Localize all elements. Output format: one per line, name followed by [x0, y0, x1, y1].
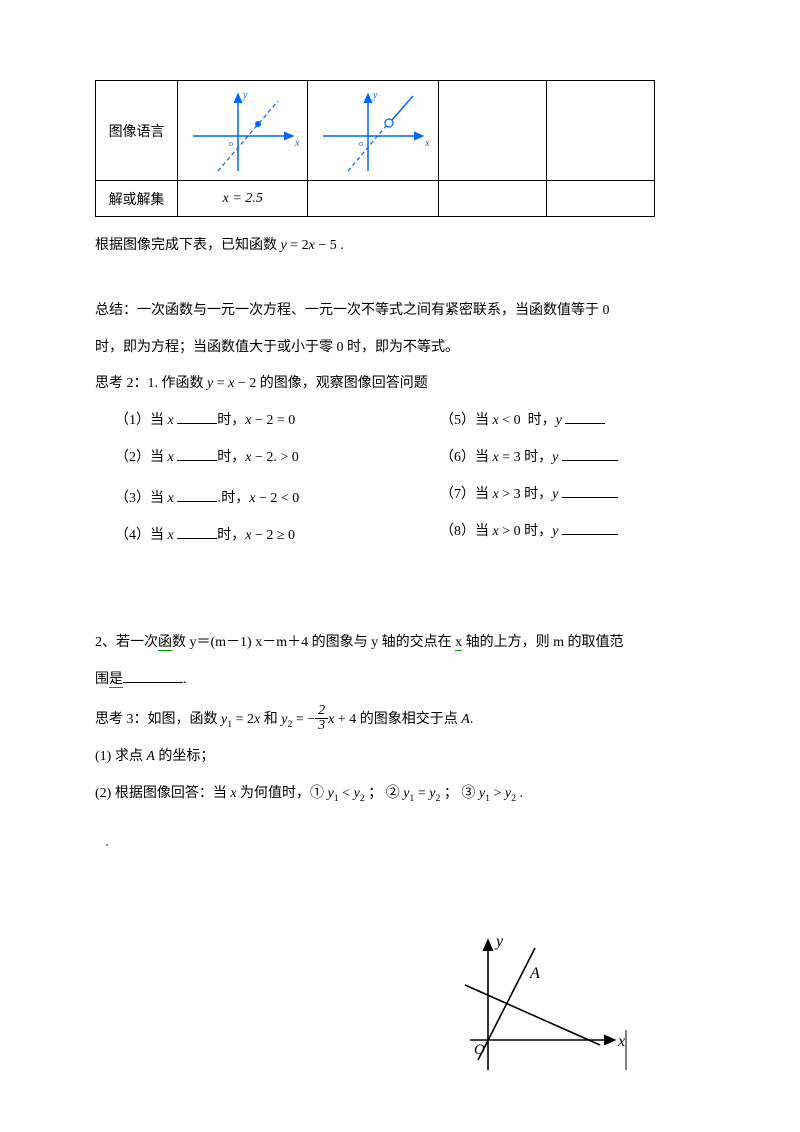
- q3: （3）当 x .时，x − 2 < 0: [115, 480, 380, 515]
- table-row: 图像语言 x y o: [96, 81, 655, 181]
- empty-cell: [546, 181, 654, 217]
- empty-cell: [546, 81, 654, 181]
- q4: （4）当 x 时，x − 2 ≥ 0: [115, 521, 380, 552]
- graph-cell-2: x y o: [308, 81, 438, 181]
- solution-cell: x = 2.5: [178, 181, 308, 217]
- graph-table: 图像语言 x y o: [95, 80, 655, 217]
- q2: （2）当 x 时，x − 2. > 0: [115, 443, 380, 474]
- left-column: （1）当 x 时，x − 2 = 0 （2）当 x 时，x − 2. > 0 （…: [115, 406, 380, 558]
- empty-cell: [308, 181, 438, 217]
- solution-value: x = 2.5: [223, 191, 263, 206]
- think2-heading: 思考 2：1. 作函数 y = x − 2 的图像，观察图像回答问题: [95, 369, 705, 400]
- svg-text:x: x: [617, 1033, 625, 1050]
- below-table-text: 根据图像完成下表，已知函数 y = 2x − 5 .: [95, 231, 705, 262]
- q1: （1）当 x 时，x − 2 = 0: [115, 406, 380, 437]
- svg-text:o: o: [359, 139, 363, 148]
- stray-dot: .: [95, 824, 705, 859]
- sub-q1: (1) 求点 A 的坐标；: [95, 742, 705, 773]
- q6: （6）当 x = 3 时，y: [440, 443, 705, 474]
- intersection-graph: x y O A: [440, 930, 630, 1085]
- summary-line-1: 总结：一次函数与一元一次方程、一元一次不等式之间有紧密联系，当函数值等于 0: [95, 296, 705, 327]
- think3-line: 思考 3：如图，函数 y1 = 2x 和 y2 = −23x + 4 的图象相交…: [95, 705, 705, 736]
- empty-cell: [438, 181, 546, 217]
- row-label-solution: 解或解集: [96, 181, 178, 217]
- right-column: （5）当 x < 0 时，y （6）当 x = 3 时，y （7）当 x > 3…: [440, 406, 705, 558]
- svg-text:A: A: [529, 965, 540, 982]
- svg-text:y: y: [494, 933, 504, 950]
- svg-text:o: o: [229, 139, 233, 148]
- svg-text:y: y: [372, 90, 378, 101]
- question-columns: （1）当 x 时，x − 2 = 0 （2）当 x 时，x − 2. > 0 （…: [95, 406, 705, 558]
- mini-graph-2: x y o: [313, 86, 433, 176]
- q8: （8）当 x > 0 时，y: [440, 517, 705, 548]
- svg-text:y: y: [242, 90, 248, 101]
- mini-graph-1: x y o: [183, 86, 303, 176]
- row-label-graph: 图像语言: [96, 81, 178, 181]
- svg-text:x: x: [294, 138, 300, 149]
- document-page: 图像语言 x y o: [0, 0, 800, 905]
- graph-svg-bottom: x y O A: [440, 930, 630, 1080]
- q5: （5）当 x < 0 时，y: [440, 406, 705, 437]
- empty-cell: [438, 81, 546, 181]
- summary-line-2: 时，即为方程；当函数值大于或小于零 0 时，即为不等式。: [95, 333, 705, 364]
- q7: （7）当 x > 3 时，y: [440, 480, 705, 511]
- sub-q2: (2) 根据图像回答：当 x 为何值时，① y1 < y2 ； ② y1 = y…: [95, 779, 705, 810]
- table-row: 解或解集 x = 2.5: [96, 181, 655, 217]
- graph-cell-1: x y o: [178, 81, 308, 181]
- q2-line2: 围是.: [95, 665, 705, 696]
- svg-text:x: x: [424, 138, 430, 149]
- q2-line1: 2、若一次函数 y＝(m－1) x－m＋4 的图象与 y 轴的交点在 x 轴的上…: [95, 628, 705, 659]
- svg-text:O: O: [474, 1042, 485, 1058]
